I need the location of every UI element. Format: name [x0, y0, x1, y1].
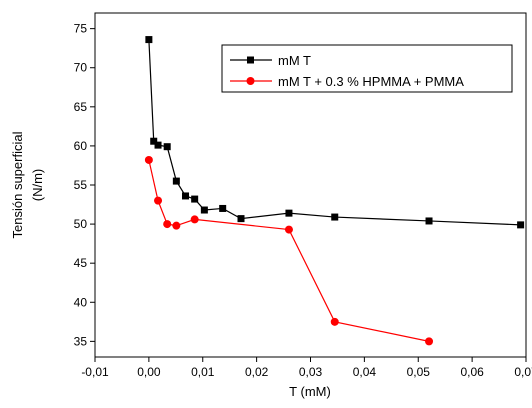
y-axis-title: Tensión superficial (N/m) — [10, 131, 45, 238]
series-2 — [144, 155, 434, 346]
x-tick-label: 0,07 — [514, 365, 532, 379]
series-1-point — [425, 217, 433, 225]
x-tick-label: 0,03 — [299, 365, 323, 379]
series-2-point — [190, 215, 199, 224]
y-axis-title-line-1: Tensión superficial — [10, 131, 25, 238]
x-axis-title: T (mM) — [289, 384, 331, 399]
x-axis-ticks: -0,01 0,00 0,01 0,02 0,03 0,04 0,05 0,06 0,07 — [81, 357, 532, 379]
legend-label-mm-t: mM T — [278, 53, 311, 68]
series-1-point — [145, 36, 153, 44]
series-1 — [145, 36, 525, 229]
y-tick-label: 35 — [74, 334, 88, 348]
series-1-point — [154, 141, 162, 149]
y-axis-title-line-2: (N/m) — [30, 169, 45, 202]
series-1-point — [172, 177, 180, 185]
series-1-point — [150, 137, 158, 145]
series-2-line — [148, 159, 430, 342]
series-2-point — [425, 337, 434, 346]
x-tick-label: 0,06 — [460, 365, 484, 379]
legend: mM T mM T + 0.3 % HPMMA + PMMA — [221, 44, 513, 93]
series-1-point — [517, 221, 525, 229]
y-tick-label: 50 — [74, 217, 88, 231]
series-2-point — [163, 220, 172, 229]
x-tick-label: 0,01 — [191, 365, 215, 379]
series-1-point — [200, 206, 208, 214]
x-tick-label: -0,01 — [81, 365, 109, 379]
x-tick-label: 0,04 — [353, 365, 377, 379]
series-2-point — [144, 155, 153, 164]
y-tick-label: 45 — [74, 256, 88, 270]
series-1-point — [331, 213, 339, 221]
y-tick-label: 60 — [74, 139, 88, 153]
legend-box — [221, 44, 513, 93]
series-1-point — [237, 215, 245, 223]
y-tick-label: 40 — [74, 295, 88, 309]
y-tick-label: 75 — [74, 22, 88, 36]
series-1-point — [285, 209, 293, 217]
series-1-point — [219, 204, 227, 212]
legend-marker-mm-t — [247, 56, 254, 64]
y-tick-label: 70 — [74, 61, 88, 75]
x-tick-label: 0,05 — [407, 365, 431, 379]
series-2-point — [172, 221, 181, 230]
legend-marker-mm-t-hpmma — [246, 77, 255, 85]
series-2-point — [284, 225, 293, 234]
series-layer — [144, 36, 525, 346]
x-tick-label: 0,00 — [137, 365, 161, 379]
y-tick-label: 65 — [74, 100, 88, 114]
y-axis-ticks: 35 40 45 50 55 60 65 70 75 — [74, 22, 95, 348]
series-1-point — [191, 195, 199, 203]
series-1-point — [163, 143, 171, 151]
series-2-point — [330, 317, 339, 326]
series-1-point — [182, 192, 190, 200]
legend-label-mm-t-hpmma: mM T + 0.3 % HPMMA + PMMA — [278, 74, 464, 89]
y-tick-label: 55 — [74, 178, 88, 192]
x-tick-label: 0,02 — [245, 365, 269, 379]
series-2-point — [154, 196, 163, 205]
